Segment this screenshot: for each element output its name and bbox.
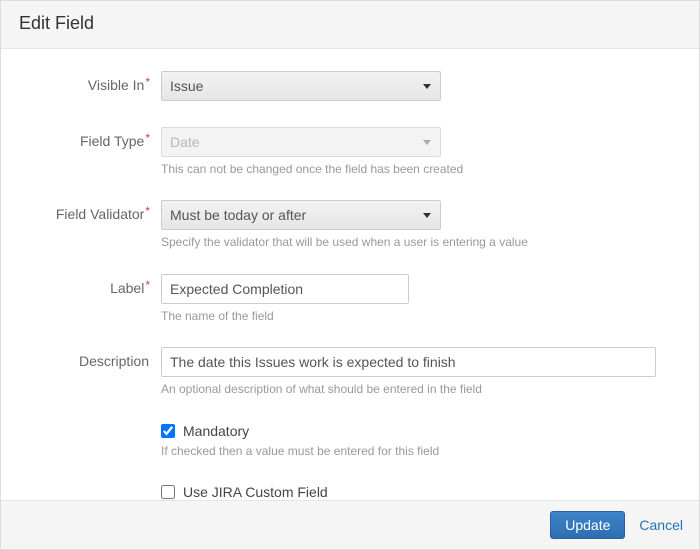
mandatory-checkbox[interactable] xyxy=(161,424,175,438)
label-text: Description xyxy=(79,353,149,369)
label-empty xyxy=(21,421,161,427)
select-wrap: Issue xyxy=(161,71,441,101)
dialog-header: Edit Field xyxy=(1,1,699,49)
label-input[interactable] xyxy=(161,274,409,304)
select-wrap: Must be today or after xyxy=(161,200,441,230)
required-asterisk-icon: * xyxy=(145,131,150,145)
visible-in-select[interactable]: Issue xyxy=(161,71,441,101)
row-mandatory: Mandatory If checked then a value must b… xyxy=(21,421,679,474)
help-label: The name of the field xyxy=(161,308,679,325)
field-validator-select[interactable]: Must be today or after xyxy=(161,200,441,230)
control-col: Date This can not be changed once the fi… xyxy=(161,127,679,192)
dialog-body: Visible In* Issue Field Type* xyxy=(1,49,699,500)
label-field-validator: Field Validator* xyxy=(21,200,161,222)
row-field-validator: Field Validator* Must be today or after … xyxy=(21,200,679,265)
required-asterisk-icon: * xyxy=(145,204,150,218)
select-wrap: Date xyxy=(161,127,441,157)
label-field-type: Field Type* xyxy=(21,127,161,149)
dialog-title: Edit Field xyxy=(19,13,681,34)
dialog-footer: Update Cancel xyxy=(1,500,699,549)
required-asterisk-icon: * xyxy=(145,75,150,89)
mandatory-checkbox-row: Mandatory xyxy=(161,421,679,439)
label-text: Visible In xyxy=(88,77,145,93)
jira-custom-checkbox[interactable] xyxy=(161,485,175,499)
help-mandatory: If checked then a value must be entered … xyxy=(161,443,679,460)
label-text: Field Type xyxy=(80,133,144,149)
edit-field-dialog: Edit Field Visible In* Issue xyxy=(0,0,700,550)
jira-custom-label: Use JIRA Custom Field xyxy=(183,484,328,500)
help-field-validator: Specify the validator that will be used … xyxy=(161,234,679,251)
label-text: Field Validator xyxy=(56,206,144,222)
control-col: Use JIRA Custom Field This will create a… xyxy=(161,482,679,500)
cancel-button[interactable]: Cancel xyxy=(639,517,683,533)
row-field-type: Field Type* Date This can not be changed… xyxy=(21,127,679,192)
label-empty xyxy=(21,482,161,488)
dialog-body-scroll[interactable]: Visible In* Issue Field Type* xyxy=(1,49,699,500)
label-text: Label xyxy=(110,280,144,296)
control-col: Must be today or after Specify the valid… xyxy=(161,200,679,265)
update-button[interactable]: Update xyxy=(550,511,625,539)
control-col: The name of the field xyxy=(161,274,679,339)
label-description: Description xyxy=(21,347,161,369)
required-asterisk-icon: * xyxy=(145,278,150,292)
row-label: Label* The name of the field xyxy=(21,274,679,339)
help-field-type: This can not be changed once the field h… xyxy=(161,161,679,178)
control-col: Mandatory If checked then a value must b… xyxy=(161,421,679,474)
help-description: An optional description of what should b… xyxy=(161,381,679,398)
field-type-select: Date xyxy=(161,127,441,157)
row-jira-custom: Use JIRA Custom Field This will create a… xyxy=(21,482,679,500)
label-label: Label* xyxy=(21,274,161,296)
mandatory-label: Mandatory xyxy=(183,423,249,439)
jira-custom-checkbox-row: Use JIRA Custom Field xyxy=(161,482,679,500)
control-col: Issue xyxy=(161,71,679,119)
description-input[interactable] xyxy=(161,347,656,377)
control-col: An optional description of what should b… xyxy=(161,347,679,412)
row-visible-in: Visible In* Issue xyxy=(21,71,679,119)
row-description: Description An optional description of w… xyxy=(21,347,679,412)
label-visible-in: Visible In* xyxy=(21,71,161,93)
